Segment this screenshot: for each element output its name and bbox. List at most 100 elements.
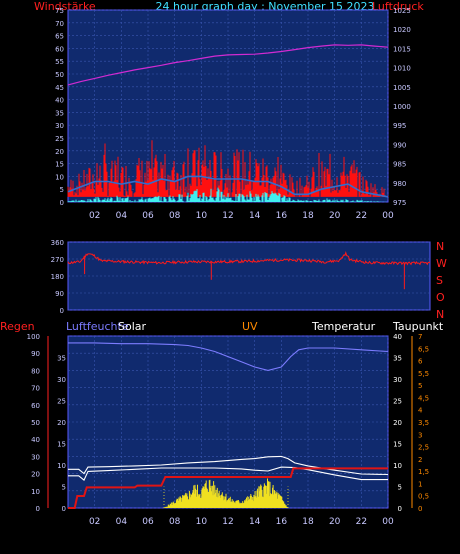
pressure-axis-tick-label: 980 <box>393 180 406 188</box>
wind-axis-tick-label: 25 <box>55 135 64 143</box>
humidity-axis-tick-label: 30 <box>31 453 40 461</box>
time-axis-tick-label: 18 <box>302 517 314 527</box>
wind-axis-tick-label: 55 <box>55 58 64 66</box>
humidity-axis-tick-label: 50 <box>31 419 40 427</box>
series-solar <box>164 478 288 508</box>
wind-axis-tick-label: 10 <box>55 173 64 181</box>
wind-axis-tick-label: 50 <box>55 71 64 79</box>
temperature-axis-tick-label: 15 <box>393 441 402 449</box>
time-axis-tick-label: 10 <box>196 211 208 221</box>
pressure-axis-tick-label: 1020 <box>393 26 411 34</box>
pressure-axis-tick-label: 975 <box>393 199 406 207</box>
humidity-axis-tick-label: 70 <box>31 385 40 393</box>
uv-axis-tick-label: 4,5 <box>418 394 429 402</box>
time-axis-tick-label: 08 <box>169 517 181 527</box>
time-axis-tick-label: 04 <box>116 517 128 527</box>
uv-axis-tick-label: 2,5 <box>418 444 429 452</box>
uv-axis-tick-label: 3,5 <box>418 419 429 427</box>
compass-label: S <box>436 274 443 287</box>
time-axis-tick-label: 06 <box>142 517 154 527</box>
time-axis-tick-label: 14 <box>249 211 261 221</box>
wind-axis-tick-label: 40 <box>55 97 64 105</box>
solar-axis-tick-label: 5 <box>62 484 66 492</box>
wind-axis-tick-label: 15 <box>55 161 64 169</box>
temperature-axis-tick-label: 5 <box>398 484 402 492</box>
uv-axis-tick-label: 5 <box>418 382 422 390</box>
solar-axis-tick-label: 30 <box>57 376 66 384</box>
pressure-axis-tick-label: 1000 <box>393 103 411 111</box>
humidity-axis-tick-label: 100 <box>27 333 40 341</box>
pressure-axis-tick-label: 1010 <box>393 65 411 73</box>
wind-axis-tick-label: 75 <box>55 7 64 15</box>
time-axis-tick-label: 08 <box>169 211 181 221</box>
direction-axis-tick-label: 360 <box>51 239 64 247</box>
uv-axis-tick-label: 5,5 <box>418 370 429 378</box>
uv-axis-tick-label: 1 <box>418 480 422 488</box>
compass-label: W <box>436 257 447 270</box>
time-axis-tick-label: 04 <box>116 211 128 221</box>
solar-axis-tick-label: 15 <box>57 441 66 449</box>
series-wind_gust_low <box>67 187 387 202</box>
humidity-axis-tick-label: 10 <box>31 488 40 496</box>
time-axis-tick-label: 10 <box>196 517 208 527</box>
humidity-axis-tick-label: 90 <box>31 350 40 358</box>
time-axis-tick-label: 20 <box>329 517 341 527</box>
time-axis-tick-label: 12 <box>222 517 233 527</box>
label-uv: UV <box>242 320 258 333</box>
wind-axis-tick-label: 20 <box>55 148 64 156</box>
pressure-axis-tick-label: 990 <box>393 141 406 149</box>
series-wind_avg <box>67 175 389 198</box>
time-axis-tick-label: 22 <box>356 211 367 221</box>
wind-axis-tick-label: 65 <box>55 33 64 41</box>
uv-axis-tick-label: 2 <box>418 456 422 464</box>
humidity-axis-tick-label: 80 <box>31 367 40 375</box>
time-axis-tick-label: 02 <box>89 211 100 221</box>
solar-axis-tick-label: 0 <box>62 505 66 513</box>
pressure-axis-tick-label: 1005 <box>393 84 411 92</box>
solar-axis-tick-label: 20 <box>57 419 66 427</box>
humidity-axis-tick-label: 20 <box>31 471 40 479</box>
temperature-axis-tick-label: 0 <box>398 505 402 513</box>
series-temperature <box>68 455 389 476</box>
time-axis-tick-label: 16 <box>276 517 288 527</box>
time-axis-tick-label: 12 <box>222 211 233 221</box>
label-solar: Solar <box>118 320 147 333</box>
wind-axis-tick-label: 45 <box>55 84 64 92</box>
time-axis-tick-label: 18 <box>302 211 314 221</box>
humidity-axis-tick-label: 40 <box>31 436 40 444</box>
compass-label: N <box>436 308 444 321</box>
time-axis-tick-label: 00 <box>382 211 394 221</box>
direction-axis-tick-label: 270 <box>51 256 64 264</box>
pressure-axis-tick-label: 995 <box>393 122 406 130</box>
direction-axis-tick-label: 180 <box>51 273 64 281</box>
temperature-axis-tick-label: 35 <box>393 355 402 363</box>
uv-axis-tick-label: 1,5 <box>418 468 429 476</box>
series-pressure <box>67 44 389 86</box>
label-luftfeuchte: Luftfeuchte <box>66 320 129 333</box>
series-rain <box>68 467 388 509</box>
direction-axis-tick-label: 90 <box>55 290 64 298</box>
pressure-axis-tick-label: 1025 <box>393 7 411 15</box>
uv-axis-tick-label: 6 <box>418 358 423 366</box>
series-humidity <box>68 342 389 371</box>
compass-label: N <box>436 240 444 253</box>
temperature-axis-tick-label: 10 <box>393 462 402 470</box>
time-axis-tick-label: 06 <box>142 211 154 221</box>
time-axis-tick-label: 14 <box>249 517 261 527</box>
pressure-axis-tick-label: 985 <box>393 161 406 169</box>
uv-axis-tick-label: 3 <box>418 431 422 439</box>
uv-axis-tick-label: 6,5 <box>418 345 429 353</box>
uv-axis-tick-label: 7 <box>418 333 422 341</box>
compass-label: O <box>436 291 445 304</box>
temperature-axis-tick-label: 40 <box>393 333 402 341</box>
uv-axis-tick-label: 0 <box>418 505 422 513</box>
series-dewpoint <box>68 466 388 481</box>
wind-axis-tick-label: 70 <box>55 20 64 28</box>
humidity-axis-tick-label: 0 <box>36 505 40 513</box>
time-axis-tick-label: 00 <box>382 517 394 527</box>
time-axis-tick-label: 20 <box>329 211 341 221</box>
time-axis-tick-label: 16 <box>276 211 288 221</box>
temperature-axis-tick-label: 30 <box>393 376 402 384</box>
wind-axis-tick-label: 60 <box>55 45 64 53</box>
